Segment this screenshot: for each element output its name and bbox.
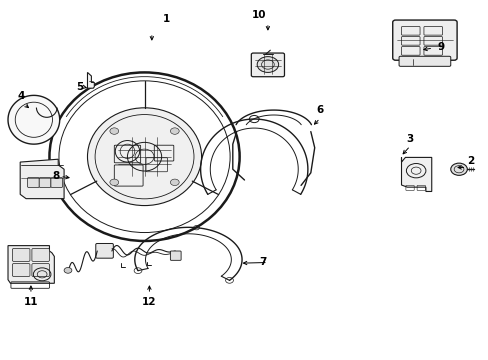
FancyBboxPatch shape [32, 248, 49, 261]
Text: 8: 8 [52, 171, 59, 181]
Polygon shape [20, 159, 64, 199]
Text: 2: 2 [467, 156, 474, 166]
Circle shape [170, 128, 179, 134]
Polygon shape [87, 72, 94, 88]
Polygon shape [401, 157, 431, 192]
Text: 6: 6 [316, 105, 323, 116]
FancyBboxPatch shape [32, 264, 49, 276]
FancyBboxPatch shape [12, 264, 30, 276]
Text: 12: 12 [142, 297, 156, 307]
Polygon shape [8, 95, 60, 144]
FancyBboxPatch shape [398, 56, 450, 66]
Text: 11: 11 [23, 297, 38, 307]
Circle shape [450, 163, 467, 175]
FancyBboxPatch shape [27, 177, 39, 188]
Text: 7: 7 [259, 257, 266, 267]
Ellipse shape [87, 108, 201, 206]
Circle shape [110, 128, 119, 134]
Text: 9: 9 [436, 42, 443, 52]
FancyBboxPatch shape [392, 20, 456, 60]
FancyBboxPatch shape [96, 243, 113, 258]
FancyBboxPatch shape [51, 177, 62, 188]
Text: 3: 3 [406, 134, 413, 144]
Text: 5: 5 [76, 82, 83, 92]
Circle shape [110, 179, 119, 185]
FancyBboxPatch shape [170, 251, 181, 260]
Text: 1: 1 [163, 14, 170, 24]
FancyBboxPatch shape [251, 53, 284, 77]
Polygon shape [8, 246, 54, 283]
Text: 4: 4 [18, 91, 25, 101]
Text: 10: 10 [251, 10, 266, 21]
Circle shape [257, 57, 278, 72]
FancyBboxPatch shape [39, 177, 51, 188]
FancyBboxPatch shape [12, 248, 30, 261]
Circle shape [64, 267, 72, 273]
Circle shape [170, 179, 179, 185]
